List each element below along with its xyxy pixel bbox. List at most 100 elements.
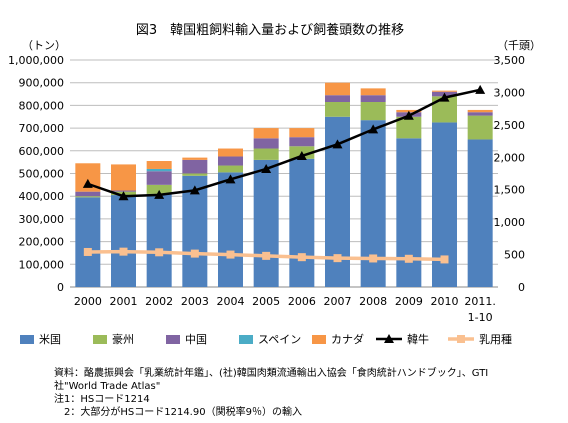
bar-segment [432,90,457,92]
x-tick-label: 2010 [431,295,459,308]
bar-segment [325,82,350,96]
left-tick-label: 900,000 [19,77,65,90]
x-tick-label: 2002 [145,295,173,308]
legend-marker [457,335,465,343]
x-axis-ticks: 2000 2001 2002 2003 2004 2005 2006 2007 2008 2009… [74,295,496,324]
x-tick-label: 2003 [181,295,209,308]
left-tick-label: 500,000 [19,168,65,181]
legend-marker [384,334,394,343]
bar-segment [325,101,350,117]
right-tick-label: 500 [504,249,525,262]
bar-segment [396,138,422,287]
line-point [439,92,450,102]
left-tick-label: 400,000 [19,190,65,203]
legend-label: スペイン [258,333,301,346]
x-tick-label: 2005 [252,295,280,308]
bar-segment [253,138,279,149]
right-tick-label: 0 [518,281,525,294]
line-point [190,249,199,258]
line-point [440,255,449,264]
bar-segment [396,116,422,139]
bar-segment [75,197,101,287]
right-tick-label: 2,500 [494,119,526,132]
legend-label: カナダ [331,332,364,346]
line-point [333,254,342,263]
right-tick-label: 1,000 [494,216,526,229]
x-tick-label: 2006 [288,295,316,308]
bar-segment [467,115,493,140]
note-2: 2：大部分がHSコード1214.90（関税率9％）の輸入 [64,407,302,418]
bar-segment [360,88,386,96]
line-point [226,250,235,259]
bar-segment [467,139,493,287]
bar-segment [253,159,279,287]
line-point [262,251,271,260]
gridlines [70,59,498,288]
line-point [154,189,165,199]
bar-segment [182,157,208,160]
legend-label: 中国 [185,333,207,346]
bar-segment [289,128,315,138]
left-tick-label: 600,000 [19,145,65,158]
bar-segment [325,95,350,102]
left-tick-label: 200,000 [19,236,65,249]
bar-segment [467,109,493,113]
bar-segment [146,171,172,185]
line-point [332,139,343,149]
legend-swatch [312,335,326,344]
left-axis-unit: （トン） [22,39,66,52]
x-tick-label: 2001 [110,295,138,308]
line-point [369,254,378,263]
legend-label: 乳用種 [479,332,512,346]
bar-segment [146,184,172,194]
bar-segment [253,128,279,139]
bar-segment [218,148,243,157]
bar-segment [218,156,243,166]
line-point [83,247,92,256]
bar-segment [146,161,172,169]
right-tick-label: 3,500 [494,54,526,67]
bar-segment [360,95,386,102]
note-1: 注1：HSコード1214 [54,394,150,405]
line-point [189,185,200,195]
legend-swatch [93,335,107,344]
left-tick-label: 100,000 [19,258,65,271]
bar-segment [218,165,243,173]
bar-segment [75,191,101,197]
line-point [296,150,307,160]
line-point [82,178,93,188]
bar-segment [182,159,208,174]
x-tick-label: 2000 [74,295,102,308]
bar-segment [111,195,136,287]
legend-swatch [20,335,34,344]
right-tick-label: 3,000 [494,86,526,99]
left-tick-label: 1,000,000 [8,54,64,67]
line-point [404,254,413,263]
line-point [475,84,486,94]
right-tick-label: 1,500 [494,184,526,197]
bar-segment [146,168,172,172]
right-axis-unit: （千頭） [497,39,541,52]
bar-segment [146,193,172,287]
bar-segment [360,101,386,121]
x-tick-label: 2007 [324,295,352,308]
right-axis-ticks: 0 500 1,000 1,500 2,000 2,500 3,000 3,500 [494,54,526,294]
line-point [368,124,379,134]
line-point [261,163,272,173]
legend-swatch [166,335,180,344]
left-axis-ticks: 0 100,000 200,000 300,000 400,000 500,000 600,… [8,54,64,294]
left-tick-label: 700,000 [19,122,65,135]
x-tick-label: 2009 [395,295,423,308]
bar-segment [289,137,315,147]
bar-segment [253,148,279,160]
chart-figure: 図3 韓国粗飼料輸入量および飼養頭数の推移 （トン） （千頭） 0 100,000… [8,22,541,346]
left-tick-label: 800,000 [19,99,65,112]
bar-segment [289,158,315,287]
bar-segment [111,164,136,191]
left-tick-label: 0 [57,281,64,294]
left-tick-label: 300,000 [19,213,65,226]
x-tick-label: 2004 [217,295,245,308]
line-point [118,191,129,201]
bar-segment [182,173,208,176]
legend-label: 米国 [39,333,61,346]
